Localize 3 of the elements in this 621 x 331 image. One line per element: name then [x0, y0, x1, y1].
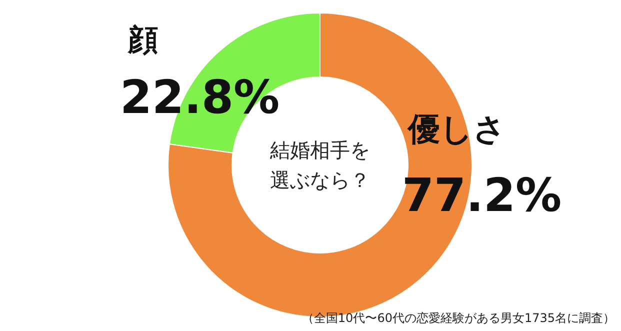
text: 結婚相手を選ぶなら？ [269, 137, 371, 194]
slice-label: 優しさ [408, 109, 506, 150]
slice-label: 顔 [128, 22, 158, 60]
